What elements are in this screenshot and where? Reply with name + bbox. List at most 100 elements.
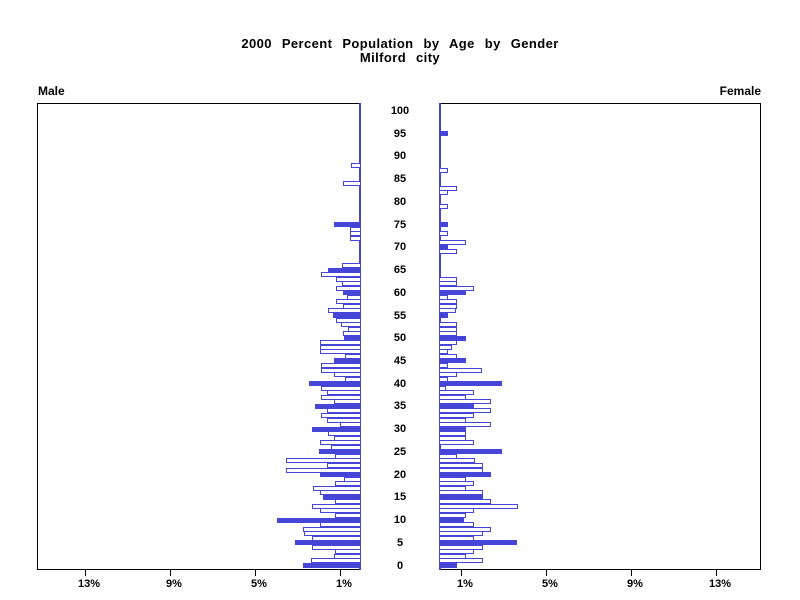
male-bar-age-19 bbox=[344, 477, 361, 482]
female-bar-age-46 bbox=[439, 354, 457, 359]
age-tick-label-0: 0 bbox=[396, 560, 404, 572]
age-tick-label-5: 5 bbox=[396, 537, 404, 549]
female-bar-age-35 bbox=[439, 404, 474, 409]
percent-tick-label-9%: 9% bbox=[166, 578, 182, 590]
female-bar-age-32 bbox=[439, 418, 466, 423]
female-bar-age-28 bbox=[439, 436, 466, 441]
male-bar-age-75 bbox=[334, 222, 361, 227]
female-bar-age-19 bbox=[439, 477, 466, 482]
male-bar-age-50 bbox=[344, 336, 361, 341]
age-tick-label-60: 60 bbox=[393, 287, 407, 299]
male-bar-age-32 bbox=[327, 418, 361, 423]
percent-tick-label-13%: 13% bbox=[708, 578, 732, 590]
age-tick-label-95: 95 bbox=[393, 128, 407, 140]
male-bar-age-4 bbox=[312, 545, 361, 550]
percent-tick-9% bbox=[170, 570, 171, 576]
male-bar-age-8 bbox=[303, 527, 361, 532]
female-bar-age-48 bbox=[439, 345, 452, 350]
male-bar-age-43 bbox=[321, 368, 361, 373]
age-tick-label-30: 30 bbox=[393, 423, 407, 435]
female-bar-age-24 bbox=[439, 454, 457, 459]
percent-tick-label-13%: 13% bbox=[77, 578, 101, 590]
female-bar-age-75 bbox=[439, 222, 448, 227]
male-bar-age-54 bbox=[336, 318, 361, 323]
female-bar-age-5 bbox=[439, 540, 517, 545]
age-tick-label-85: 85 bbox=[393, 173, 407, 185]
female-bar-age-73 bbox=[439, 231, 448, 236]
male-axis-header: Male bbox=[38, 84, 65, 98]
male-bar-age-52 bbox=[348, 327, 361, 332]
female-bar-age-61 bbox=[439, 286, 474, 291]
male-bar-age-15 bbox=[323, 495, 361, 500]
age-tick-label-35: 35 bbox=[393, 400, 407, 412]
age-tick-label-90: 90 bbox=[393, 150, 407, 162]
male-bar-age-35 bbox=[315, 404, 361, 409]
male-bar-age-33 bbox=[321, 413, 361, 418]
female-bar-age-59 bbox=[439, 295, 448, 300]
male-bar-age-44 bbox=[321, 363, 361, 368]
female-bar-age-87 bbox=[439, 168, 448, 173]
age-tick-label-40: 40 bbox=[393, 378, 407, 390]
male-panel bbox=[37, 103, 361, 570]
female-bar-age-30 bbox=[439, 427, 466, 432]
male-bar-age-72 bbox=[350, 236, 361, 241]
percent-tick-13% bbox=[85, 570, 86, 576]
percent-tick-label-9%: 9% bbox=[627, 578, 643, 590]
male-bar-age-48 bbox=[320, 345, 361, 350]
male-bar-age-26 bbox=[331, 445, 361, 450]
female-bar-age-71 bbox=[439, 240, 466, 245]
male-bar-age-2 bbox=[334, 554, 361, 559]
male-bar-age-21 bbox=[286, 468, 361, 473]
male-bar-age-11 bbox=[335, 513, 361, 518]
male-bar-age-28 bbox=[334, 436, 361, 441]
female-bar-age-10 bbox=[439, 518, 464, 523]
male-bar-age-65 bbox=[328, 268, 361, 273]
female-bar-age-44 bbox=[439, 363, 448, 368]
age-tick-label-70: 70 bbox=[393, 241, 407, 253]
male-bar-age-55 bbox=[333, 313, 361, 318]
female-axis-header: Female bbox=[719, 84, 761, 98]
chart-subtitle: Milford city bbox=[359, 50, 441, 65]
female-bar-age-53 bbox=[439, 322, 457, 327]
age-tick-label-15: 15 bbox=[393, 491, 407, 503]
age-tick-label-75: 75 bbox=[393, 219, 407, 231]
male-bar-age-23 bbox=[286, 458, 361, 463]
percent-tick-label-5%: 5% bbox=[251, 578, 267, 590]
female-bar-age-69 bbox=[439, 249, 457, 254]
female-bar-age-83 bbox=[439, 186, 457, 191]
percent-tick-label-1%: 1% bbox=[457, 578, 473, 590]
female-bar-age-79 bbox=[439, 204, 448, 209]
age-tick-label-10: 10 bbox=[393, 514, 407, 526]
male-bar-age-6 bbox=[312, 536, 361, 541]
male-bar-age-10 bbox=[277, 518, 361, 523]
female-bar-age-50 bbox=[439, 336, 466, 341]
female-bar-age-13 bbox=[439, 504, 518, 509]
percent-tick-label-1%: 1% bbox=[336, 578, 352, 590]
chart-title: 2000 Percent Population by Age by Gender bbox=[241, 36, 559, 51]
male-bar-age-61 bbox=[336, 286, 361, 291]
male-bar-age-59 bbox=[347, 295, 361, 300]
age-tick-label-100: 100 bbox=[390, 105, 410, 117]
male-bar-age-41 bbox=[345, 377, 361, 382]
male-bar-age-13 bbox=[312, 504, 361, 509]
female-bar-age-11 bbox=[439, 513, 466, 518]
percent-tick-13% bbox=[716, 570, 717, 576]
female-bar-age-21 bbox=[439, 468, 483, 473]
female-bar-age-25 bbox=[439, 449, 502, 454]
female-bar-age-22 bbox=[439, 463, 483, 468]
male-bar-age-88 bbox=[351, 163, 361, 168]
female-bar-age-4 bbox=[439, 545, 483, 550]
female-bar-age-39 bbox=[439, 386, 446, 391]
female-bar-age-58 bbox=[439, 299, 457, 304]
female-panel bbox=[439, 103, 761, 570]
male-bar-age-46 bbox=[345, 354, 361, 359]
male-bar-age-37 bbox=[321, 395, 361, 400]
female-bar-age-38 bbox=[439, 390, 474, 395]
female-bar-age-17 bbox=[439, 486, 466, 491]
age-tick-label-20: 20 bbox=[393, 469, 407, 481]
female-bar-age-43 bbox=[439, 368, 482, 373]
male-bar-age-74 bbox=[350, 227, 361, 232]
female-bar-age-15 bbox=[439, 495, 483, 500]
female-bar-age-57 bbox=[439, 304, 457, 309]
age-tick-label-65: 65 bbox=[393, 264, 407, 276]
